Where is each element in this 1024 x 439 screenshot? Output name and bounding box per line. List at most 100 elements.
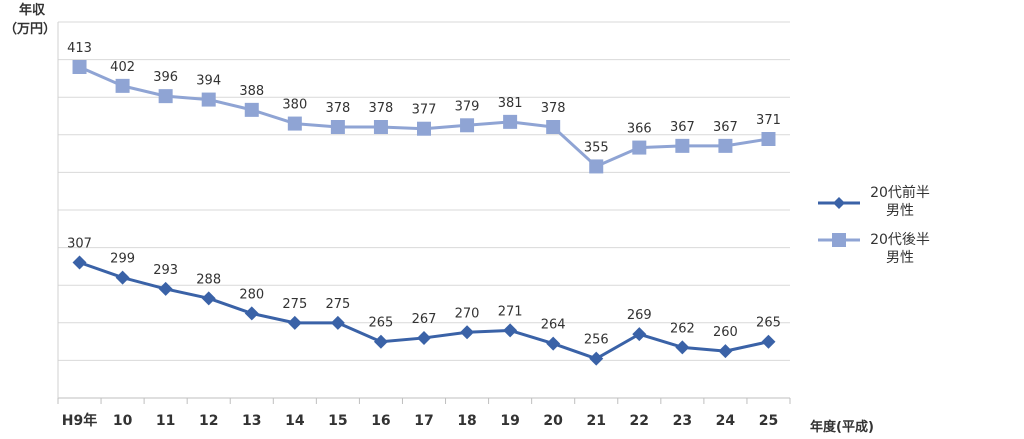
data-point xyxy=(675,138,690,153)
data-label: 270 xyxy=(455,306,480,321)
legend-label-series-1-line1: 20代前半 xyxy=(870,184,930,201)
data-label: 293 xyxy=(153,263,178,278)
data-point xyxy=(546,336,561,351)
data-point xyxy=(718,344,733,359)
data-point xyxy=(589,351,604,366)
data-point xyxy=(675,340,690,355)
data-point xyxy=(201,92,216,107)
data-label: 267 xyxy=(412,312,437,327)
data-point xyxy=(330,315,345,330)
data-label: 262 xyxy=(670,321,695,336)
data-point xyxy=(330,120,345,134)
data-label: 260 xyxy=(713,325,738,340)
x-tick-label: 21 xyxy=(586,413,605,429)
x-tick-label: 20 xyxy=(543,413,563,429)
y-axis-title-line1: 年収 xyxy=(19,2,46,18)
x-tick-label: 10 xyxy=(113,413,133,429)
data-point xyxy=(589,159,604,174)
data-point xyxy=(72,60,87,74)
series-2: 413 402 396 394 388 380 378 378 377 379 381 378 355 3… xyxy=(67,41,781,174)
data-point xyxy=(546,120,561,134)
x-tick-label: 16 xyxy=(371,413,390,429)
data-label: 271 xyxy=(498,304,523,319)
data-point xyxy=(503,323,518,338)
data-label: 388 xyxy=(239,84,264,99)
x-axis-title: 年度(平成) xyxy=(810,419,874,435)
data-point xyxy=(373,334,388,349)
data-point xyxy=(761,334,776,349)
x-tick-label: 14 xyxy=(285,413,305,429)
y-axis-title-line2: （万円） xyxy=(4,21,56,37)
data-label: 269 xyxy=(627,308,652,323)
data-label: 413 xyxy=(67,41,92,56)
data-label: 378 xyxy=(541,101,566,116)
data-label: 402 xyxy=(110,60,135,75)
data-point xyxy=(460,325,475,340)
data-label: 381 xyxy=(498,96,523,111)
x-tick-label: 15 xyxy=(328,413,347,429)
x-tick-label: 12 xyxy=(199,413,218,429)
data-point xyxy=(115,270,130,285)
data-label: 367 xyxy=(670,120,695,135)
x-tick-label: H9年 xyxy=(62,412,97,429)
data-point xyxy=(72,255,87,270)
data-label: 299 xyxy=(110,252,135,267)
data-point xyxy=(460,118,475,133)
legend-square-marker xyxy=(832,233,846,247)
data-point xyxy=(417,330,431,345)
data-label: 265 xyxy=(756,316,781,331)
data-label: 355 xyxy=(584,140,609,155)
x-tick-label: 17 xyxy=(414,413,433,429)
data-label: 378 xyxy=(325,101,350,116)
data-point xyxy=(632,327,647,342)
legend-diamond-marker xyxy=(833,197,845,209)
data-label: 307 xyxy=(67,237,92,252)
x-tick-label: 23 xyxy=(673,413,692,429)
legend-label-series-2-line2: 男性 xyxy=(886,250,914,266)
series-1: 307 299 293 288 280 275 275 265 267 270 271 264 256 2… xyxy=(67,237,781,366)
legend-label-series-2-line1: 20代後半 xyxy=(870,232,930,248)
data-label: 379 xyxy=(455,99,480,114)
data-point xyxy=(761,132,776,146)
data-label: 275 xyxy=(282,297,307,312)
x-tick-label: 13 xyxy=(242,413,261,429)
data-label: 378 xyxy=(369,101,394,116)
data-label: 380 xyxy=(282,98,307,113)
data-label: 265 xyxy=(369,316,394,331)
data-label: 366 xyxy=(627,122,652,137)
data-label: 264 xyxy=(541,318,566,333)
x-tick-label: 18 xyxy=(457,413,476,429)
data-point xyxy=(632,140,647,155)
data-point xyxy=(417,121,431,136)
data-label: 394 xyxy=(196,74,221,89)
data-point xyxy=(503,114,518,129)
data-point xyxy=(158,89,173,104)
x-axis-ticks: H9年 10 11 12 13 14 15 16 17 18 19 20 21 22 23 24 25 xyxy=(57,398,791,429)
x-tick-label: 11 xyxy=(156,413,175,429)
data-label: 371 xyxy=(756,113,781,128)
x-tick-label: 25 xyxy=(759,413,778,429)
data-label: 396 xyxy=(153,70,178,85)
data-point xyxy=(115,78,130,93)
data-label: 275 xyxy=(325,297,350,312)
data-label: 280 xyxy=(239,287,264,302)
data-point xyxy=(287,116,302,131)
x-tick-label: 22 xyxy=(630,413,649,429)
data-point xyxy=(244,306,259,321)
data-label: 367 xyxy=(713,120,738,135)
data-label: 256 xyxy=(584,333,609,348)
series-group: 307 299 293 288 280 275 275 265 267 270 271 264 256 2… xyxy=(67,41,781,366)
legend: 20代前半 男性 20代後半 男性 xyxy=(818,184,930,266)
legend-label-series-1-line2: 男性 xyxy=(886,203,914,219)
x-tick-label: 19 xyxy=(500,413,519,429)
data-point xyxy=(287,315,302,330)
data-point xyxy=(373,120,388,134)
data-point xyxy=(158,281,173,296)
data-label: 377 xyxy=(412,103,437,118)
x-tick-label: 24 xyxy=(716,413,736,429)
data-point xyxy=(244,102,259,117)
data-label: 288 xyxy=(196,272,221,287)
data-point xyxy=(718,138,733,153)
data-point xyxy=(201,291,216,306)
